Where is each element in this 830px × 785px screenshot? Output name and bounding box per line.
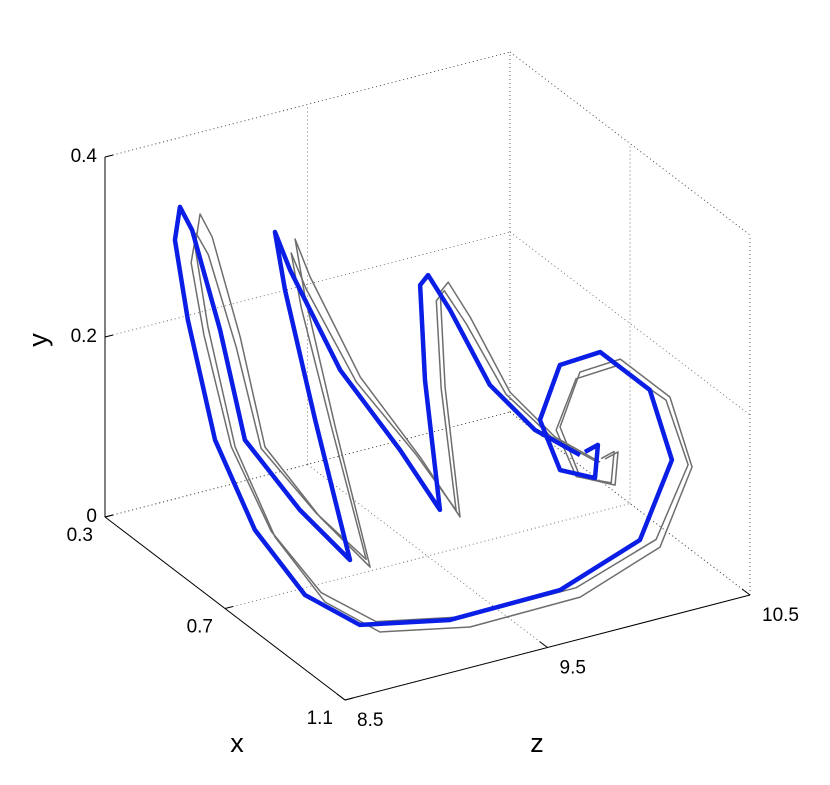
z-tick-label: 9.5 (560, 658, 586, 679)
grid-line (104, 411, 511, 518)
z-tick-label: 8.5 (357, 710, 383, 731)
x-axis-label: x (230, 728, 244, 758)
tick-mark (104, 514, 114, 518)
x-tick-label: 0.7 (187, 617, 213, 638)
y-tick-label: 0.2 (71, 326, 97, 347)
grid-line (224, 503, 631, 609)
tick-mark (104, 154, 114, 158)
z-axis-label: z (530, 728, 544, 758)
grid-line (104, 51, 511, 158)
trajectory (172, 204, 675, 628)
z-tick-label: 10.5 (762, 605, 799, 626)
tick-mark (224, 606, 234, 609)
y-axis-label: y (23, 333, 53, 347)
x-tick-label: 0.3 (67, 525, 93, 546)
tick-mark (336, 693, 346, 701)
y-tick-label: 0 (86, 506, 97, 527)
x-tick-label: 1.1 (307, 708, 333, 729)
y-tick-label: 0.4 (71, 146, 98, 167)
tick-mark (344, 697, 354, 701)
trajectory (194, 213, 693, 633)
tick-mark (539, 641, 548, 648)
grid-line (104, 231, 511, 338)
tick-mark (104, 334, 114, 338)
tick-mark (741, 588, 751, 596)
